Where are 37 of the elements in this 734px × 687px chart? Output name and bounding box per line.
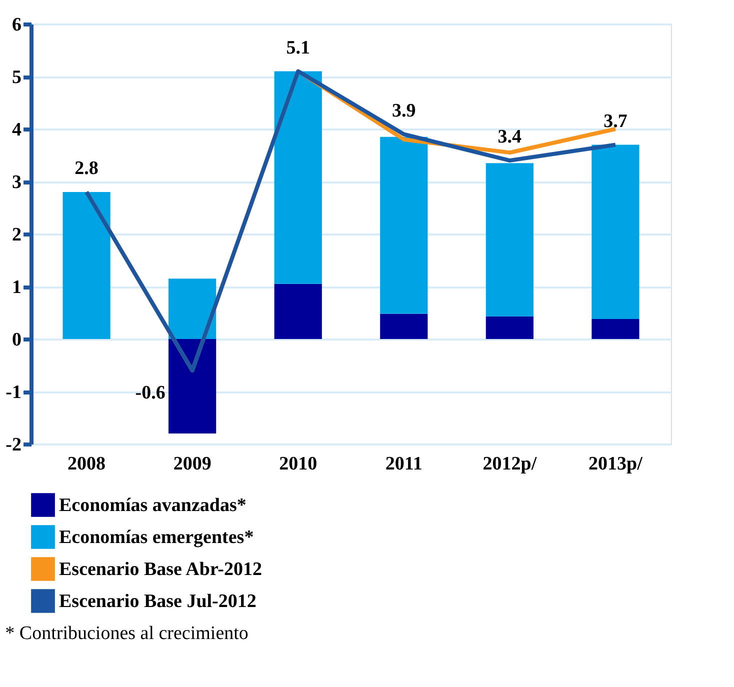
y-tick-label: -1 xyxy=(6,382,22,403)
y-tick-label: -2 xyxy=(6,434,22,456)
legend-label: Escenario Base Jul-2012 xyxy=(59,591,256,612)
y-tick-label: 5 xyxy=(12,67,22,88)
x-tick-label: 2012p/ xyxy=(482,454,538,474)
y-tick-label: 2 xyxy=(12,224,22,246)
y-tick-label: 1 xyxy=(12,277,22,298)
bar xyxy=(168,278,216,339)
data-label: -0.6 xyxy=(135,382,166,404)
bar xyxy=(274,284,322,339)
bar xyxy=(592,144,640,320)
y-tick-label: 0 xyxy=(12,330,22,350)
legend-label: Economías emergentes* xyxy=(59,527,254,548)
bar xyxy=(274,71,322,284)
legend-label: Economías avanzadas* xyxy=(59,495,246,516)
bar xyxy=(380,136,428,314)
bar xyxy=(380,314,428,339)
data-label: 3.4 xyxy=(498,126,522,148)
data-label: 3.9 xyxy=(392,100,416,122)
data-label: 3.7 xyxy=(604,110,628,132)
bar xyxy=(168,339,216,434)
x-tick-label: 2013p/ xyxy=(588,454,644,474)
y-tick-label: 3 xyxy=(12,172,22,193)
x-tick-label: 2010 xyxy=(279,454,318,474)
legend-label: Escenario Base Abr-2012 xyxy=(59,559,262,580)
bar xyxy=(486,316,534,339)
y-tick-label: 4 xyxy=(12,120,22,140)
bar xyxy=(592,319,640,339)
x-tick-label: 2008 xyxy=(68,454,106,474)
x-tick-label: 2011 xyxy=(385,454,422,474)
data-label: 5.1 xyxy=(286,37,310,58)
y-tick-label: 6 xyxy=(12,14,22,36)
text: * Contribuciones al crecimiento xyxy=(5,623,248,644)
x-tick-label: 2009 xyxy=(173,454,212,474)
data-label: 2.8 xyxy=(74,158,98,179)
bar xyxy=(62,192,110,339)
bar xyxy=(486,163,534,316)
